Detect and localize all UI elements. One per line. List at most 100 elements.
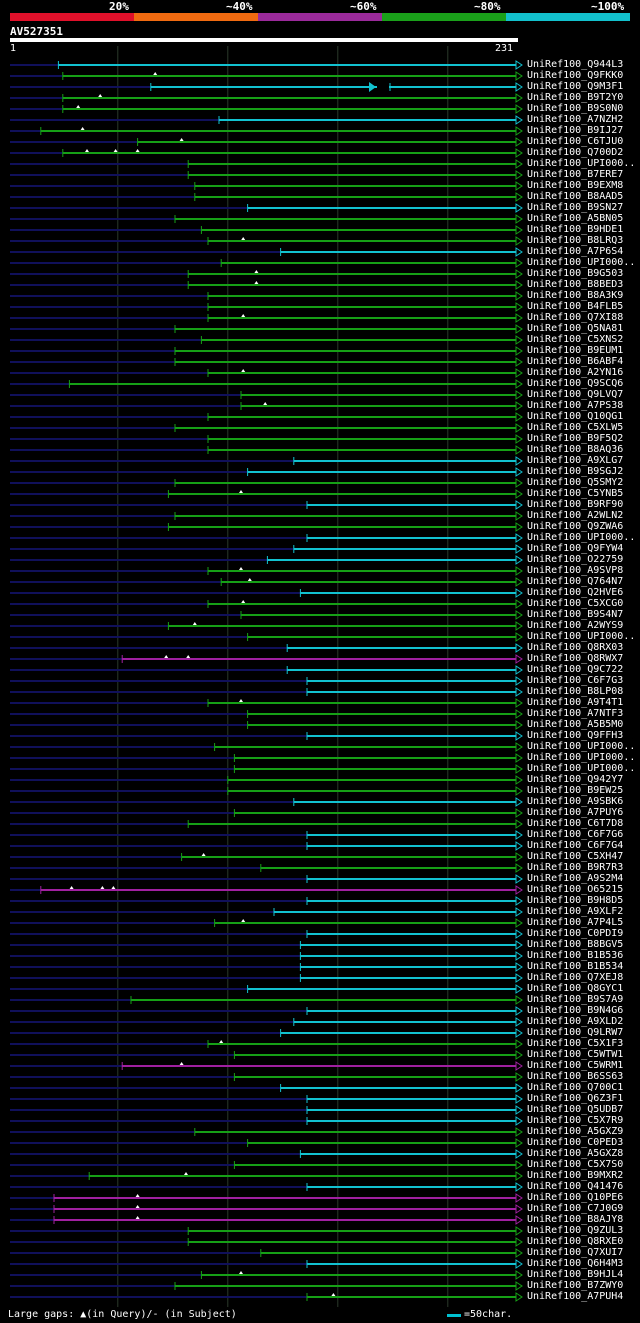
hit-label[interactable]: UniRef100_B9R7R3 bbox=[527, 862, 624, 873]
hit-label[interactable]: UniRef100_Q7XI88 bbox=[527, 312, 624, 323]
hit-label[interactable]: UniRef100_C6F7G6 bbox=[527, 829, 624, 840]
hit-label[interactable]: UniRef100_C5WRM1 bbox=[527, 1060, 624, 1071]
hit-label[interactable]: UniRef100_Q9LVQ7 bbox=[527, 389, 624, 400]
hit-label[interactable]: UniRef100_Q9ZWA6 bbox=[527, 521, 624, 532]
hit-label[interactable]: UniRef100_B9SN27 bbox=[527, 202, 624, 213]
hit-label[interactable]: UniRef100_A2WLN2 bbox=[527, 510, 624, 521]
hit-label[interactable]: UniRef100_C5X1F3 bbox=[527, 1038, 624, 1049]
hit-label[interactable]: UniRef100_B8LRQ3 bbox=[527, 235, 624, 246]
hit-label[interactable]: UniRef100_Q6Z3F1 bbox=[527, 1093, 624, 1104]
hit-label[interactable]: UniRef100_A9XLF2 bbox=[527, 906, 624, 917]
hit-label[interactable]: UniRef100_B8AQ36 bbox=[527, 444, 624, 455]
hit-label[interactable]: UniRef100_Q8GYC1 bbox=[527, 983, 624, 994]
hit-label[interactable]: UniRef100_B7ERE7 bbox=[527, 169, 624, 180]
hit-label[interactable]: UniRef100_Q8RX03 bbox=[527, 642, 624, 653]
hit-label[interactable]: UniRef100_A7PUH4 bbox=[527, 1291, 624, 1302]
hit-label[interactable]: UniRef100_Q6H4M3 bbox=[527, 1258, 624, 1269]
hit-label[interactable]: UniRef100_B9S0N0 bbox=[527, 103, 624, 114]
hit-label[interactable]: UniRef100_Q9M3F1 bbox=[527, 81, 624, 92]
hit-label[interactable]: UniRef100_Q41476 bbox=[527, 1181, 624, 1192]
hit-label[interactable]: UniRef100_B9HDE1 bbox=[527, 224, 624, 235]
hit-label[interactable]: UniRef100_Q700C1 bbox=[527, 1082, 624, 1093]
hit-label[interactable]: UniRef100_UPI000.. bbox=[527, 752, 636, 763]
hit-label[interactable]: UniRef100_C5XCG0 bbox=[527, 598, 624, 609]
hit-label[interactable]: UniRef100_A2WYS9 bbox=[527, 620, 624, 631]
hit-label[interactable]: UniRef100_Q700D2 bbox=[527, 147, 624, 158]
hit-label[interactable]: UniRef100_Q944L3 bbox=[527, 59, 624, 70]
hit-label[interactable]: UniRef100_UPI000.. bbox=[527, 763, 636, 774]
hit-label[interactable]: UniRef100_A7P6S4 bbox=[527, 246, 624, 257]
hit-label[interactable]: UniRef100_B9EUM1 bbox=[527, 345, 624, 356]
hit-label[interactable]: UniRef100_B9S4N7 bbox=[527, 609, 624, 620]
hit-label[interactable]: UniRef100_Q8RXE0 bbox=[527, 1236, 624, 1247]
hit-label[interactable]: UniRef100_Q942Y7 bbox=[527, 774, 624, 785]
hit-label[interactable]: UniRef100_A9XLD2 bbox=[527, 1016, 624, 1027]
hit-label[interactable]: UniRef100_O65215 bbox=[527, 884, 624, 895]
hit-label[interactable]: UniRef100_Q2HVE6 bbox=[527, 587, 624, 598]
hit-label[interactable]: UniRef100_A7PUY6 bbox=[527, 807, 624, 818]
hit-label[interactable]: UniRef100_B9IJ27 bbox=[527, 125, 624, 136]
hit-label[interactable]: UniRef100_B9T2Y0 bbox=[527, 92, 624, 103]
hit-label[interactable]: UniRef100_B9G503 bbox=[527, 268, 624, 279]
hit-label[interactable]: UniRef100_B9H8D5 bbox=[527, 895, 624, 906]
hit-label[interactable]: UniRef100_Q5UDB7 bbox=[527, 1104, 624, 1115]
hit-label[interactable]: UniRef100_Q764N7 bbox=[527, 576, 624, 587]
hit-label[interactable]: UniRef100_Q9FKK0 bbox=[527, 70, 624, 81]
hit-label[interactable]: UniRef100_Q9C722 bbox=[527, 664, 624, 675]
hit-label[interactable]: UniRef100_C5X7R9 bbox=[527, 1115, 624, 1126]
hit-label[interactable]: UniRef100_A9T4T1 bbox=[527, 697, 624, 708]
hit-label[interactable]: UniRef100_Q9FYW4 bbox=[527, 543, 624, 554]
hit-label[interactable]: UniRef100_B8LP08 bbox=[527, 686, 624, 697]
hit-label[interactable]: UniRef100_C6TJU0 bbox=[527, 136, 624, 147]
hit-label[interactable]: UniRef100_A9SBK6 bbox=[527, 796, 624, 807]
hit-label[interactable]: UniRef100_B9MXR2 bbox=[527, 1170, 624, 1181]
hit-label[interactable]: UniRef100_A7PS38 bbox=[527, 400, 624, 411]
hit-label[interactable]: UniRef100_B9F5Q2 bbox=[527, 433, 624, 444]
hit-label[interactable]: UniRef100_B4FLB5 bbox=[527, 301, 624, 312]
hit-label[interactable]: UniRef100_Q9FFH3 bbox=[527, 730, 624, 741]
hit-label[interactable]: UniRef100_B8AAD5 bbox=[527, 191, 624, 202]
hit-label[interactable]: UniRef100_Q10PE6 bbox=[527, 1192, 624, 1203]
hit-label[interactable]: UniRef100_B8BED3 bbox=[527, 279, 624, 290]
hit-label[interactable]: UniRef100_C7J0G9 bbox=[527, 1203, 624, 1214]
hit-label[interactable]: UniRef100_B9SGJ2 bbox=[527, 466, 624, 477]
hit-label[interactable]: UniRef100_B9EXM8 bbox=[527, 180, 624, 191]
hit-label[interactable]: UniRef100_C5YNB5 bbox=[527, 488, 624, 499]
hit-label[interactable]: UniRef100_A7NTF3 bbox=[527, 708, 624, 719]
hit-label[interactable]: UniRef100_UPI000.. bbox=[527, 631, 636, 642]
hit-label[interactable]: UniRef100_C5X7S0 bbox=[527, 1159, 624, 1170]
hit-label[interactable]: UniRef100_C6F7G3 bbox=[527, 675, 624, 686]
hit-label[interactable]: UniRef100_C6F7G4 bbox=[527, 840, 624, 851]
hit-label[interactable]: UniRef100_B9S7A9 bbox=[527, 994, 624, 1005]
hit-label[interactable]: UniRef100_B8A3K9 bbox=[527, 290, 624, 301]
hit-label[interactable]: UniRef100_B9EW25 bbox=[527, 785, 624, 796]
hit-label[interactable]: UniRef100_B1B534 bbox=[527, 961, 624, 972]
hit-label[interactable]: UniRef100_B9RF90 bbox=[527, 499, 624, 510]
hit-label[interactable]: UniRef100_Q5NA81 bbox=[527, 323, 624, 334]
hit-label[interactable]: UniRef100_A5BN05 bbox=[527, 213, 624, 224]
hit-label[interactable]: UniRef100_A7NZH2 bbox=[527, 114, 624, 125]
hit-label[interactable]: UniRef100_A2YN16 bbox=[527, 367, 624, 378]
hit-label[interactable]: UniRef100_UPI000.. bbox=[527, 532, 636, 543]
hit-label[interactable]: UniRef100_UPI000.. bbox=[527, 257, 636, 268]
hit-label[interactable]: UniRef100_A5B5M0 bbox=[527, 719, 624, 730]
hit-label[interactable]: UniRef100_Q7XUI7 bbox=[527, 1247, 624, 1258]
hit-label[interactable]: UniRef100_B9HJL4 bbox=[527, 1269, 624, 1280]
hit-label[interactable]: UniRef100_A9S2M4 bbox=[527, 873, 624, 884]
hit-label[interactable]: UniRef100_A9XLG7 bbox=[527, 455, 624, 466]
hit-label[interactable]: UniRef100_UPI000.. bbox=[527, 158, 636, 169]
hit-label[interactable]: UniRef100_B8AJY8 bbox=[527, 1214, 624, 1225]
hit-label[interactable]: UniRef100_Q5SMY2 bbox=[527, 477, 624, 488]
hit-label[interactable]: UniRef100_Q9LRW7 bbox=[527, 1027, 624, 1038]
hit-label[interactable]: UniRef100_Q9ZUL3 bbox=[527, 1225, 624, 1236]
hit-label[interactable]: UniRef100_Q7XEJ8 bbox=[527, 972, 624, 983]
hit-label[interactable]: UniRef100_A7P4L5 bbox=[527, 917, 624, 928]
hit-label[interactable]: UniRef100_C5WTW1 bbox=[527, 1049, 624, 1060]
hit-label[interactable]: UniRef100_B6SS63 bbox=[527, 1071, 624, 1082]
hit-label[interactable]: UniRef100_B6ABF4 bbox=[527, 356, 624, 367]
hit-label[interactable]: UniRef100_A9SVP8 bbox=[527, 565, 624, 576]
hit-label[interactable]: UniRef100_A5GXZ9 bbox=[527, 1126, 624, 1137]
hit-label[interactable]: UniRef100_UPI000.. bbox=[527, 741, 636, 752]
hit-label[interactable]: UniRef100_Q10QG1 bbox=[527, 411, 624, 422]
hit-label[interactable]: UniRef100_C6T7D8 bbox=[527, 818, 624, 829]
